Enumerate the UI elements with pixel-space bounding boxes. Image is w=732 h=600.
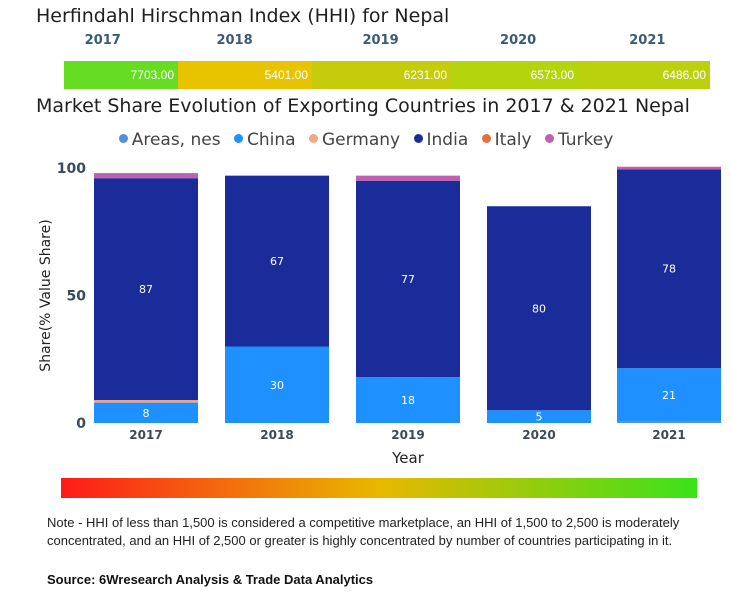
hhi-year-2021: 2021	[629, 33, 666, 48]
data-label: 5	[536, 411, 543, 424]
legend-label-china: China	[247, 130, 296, 150]
hhi-year-2017: 2017	[84, 33, 121, 48]
legend-dot-china	[234, 134, 243, 143]
hhi-cell-2019: 6231.00	[312, 61, 451, 89]
legend-item-india[interactable]: India	[413, 130, 469, 150]
bar-segment-2017-germany	[94, 400, 198, 403]
bar-segment-2021-india	[617, 169, 721, 369]
x-tick-label: 2021	[652, 428, 685, 442]
y-tick-label: 100	[57, 161, 86, 177]
data-label: 78	[662, 263, 676, 276]
hhi-year-2018: 2018	[216, 33, 253, 48]
legend-dot-germany	[308, 134, 318, 143]
hhi-cell-2017: 7703.00	[64, 61, 178, 89]
bar-segment-2019-turkey	[356, 175, 460, 181]
legend-dot-areas-nes	[118, 134, 128, 143]
bar-segment-2017-china	[94, 402, 198, 423]
legend-dot-italy	[481, 134, 491, 143]
legend-item-germany[interactable]: Germany	[308, 130, 401, 150]
bar-segment-2017-india	[94, 178, 198, 401]
hhi-title: Herfindahl Hirschman Index (HHI) for Nep…	[36, 5, 450, 27]
legend-dot-turkey	[544, 134, 554, 143]
bar-segment-2019-india	[356, 180, 460, 378]
labels-layer: 8 87 30 67 18 77 5 80 21 78	[139, 255, 676, 424]
bar-segment-2018-india	[225, 175, 329, 347]
bar-segment-2017-turkey	[94, 173, 198, 179]
chart-legend: Areas, nes China Germany India Italy Tur…	[0, 130, 732, 150]
x-tick-label: 2017	[129, 428, 162, 442]
data-label: 77	[401, 273, 415, 286]
legend-label-germany: Germany	[321, 130, 401, 150]
bar-segment-2021-china	[617, 368, 721, 422]
legend-item-areas-nes[interactable]: Areas, nes	[118, 130, 221, 150]
note-text: Note - HHI of less than 1,500 is conside…	[47, 515, 680, 548]
axis-layer: 2017 2018 2019 2020 2021 0 50 100 Share(% Value …	[38, 161, 686, 467]
legend-dot-india	[413, 134, 423, 143]
hhi-value-bar: 7703.00 5401.00 6231.00 6573.00 6486.00	[64, 61, 710, 89]
legend-item-italy[interactable]: Italy	[481, 130, 532, 150]
bar-segment-2021-areas-nes	[617, 421, 721, 423]
x-tick-label: 2018	[260, 428, 293, 442]
bar-segment-2021-turkey	[617, 166, 721, 170]
stacked-bar-chart: 8 87 30 67 18 77 5 80 21 78 2017 2018 2019 2020 2021 0…	[38, 161, 721, 467]
data-label: 67	[270, 255, 284, 268]
data-label: 30	[270, 379, 284, 392]
data-label: 18	[401, 394, 415, 407]
bars-layer	[94, 166, 721, 423]
data-label: 80	[532, 302, 546, 315]
hhi-cell-2018: 5401.00	[178, 61, 312, 89]
legend-item-china[interactable]: China	[234, 130, 296, 150]
hhi-year-2019: 2019	[362, 33, 399, 48]
legend-label-india: India	[426, 130, 469, 150]
x-tick-label: 2019	[391, 428, 424, 442]
data-label: 87	[139, 283, 153, 296]
bar-segment-2018-china	[225, 346, 329, 423]
source-text: Source: 6Wresearch Analysis & Trade Data…	[47, 572, 374, 587]
legend-item-turkey[interactable]: Turkey	[544, 130, 614, 150]
y-tick-label: 50	[67, 289, 87, 305]
hhi-color-scale	[61, 478, 697, 498]
hhi-cell-2021: 6486.00	[578, 61, 710, 89]
x-tick-label: 2020	[522, 428, 555, 442]
bar-segment-2019-china	[356, 377, 460, 423]
y-tick-label: 0	[76, 416, 86, 432]
hhi-year-2020: 2020	[500, 33, 537, 48]
legend-label-italy: Italy	[494, 130, 532, 150]
legend-label-areas-nes: Areas, nes	[131, 130, 221, 150]
hhi-cell-2020: 6573.00	[451, 61, 578, 89]
legend-label-turkey: Turkey	[557, 130, 614, 150]
bar-segment-2020-china	[487, 410, 591, 423]
data-label: 8	[143, 407, 150, 420]
y-axis-title: Share(% Value Share)	[38, 219, 54, 371]
hhi-year-row: 2017 2018 2019 2020 2021	[64, 33, 710, 53]
x-axis-title: Year	[391, 449, 425, 467]
chart-title: Market Share Evolution of Exporting Coun…	[36, 95, 690, 117]
bar-segment-2020-india	[487, 206, 591, 411]
data-label: 21	[662, 389, 676, 402]
